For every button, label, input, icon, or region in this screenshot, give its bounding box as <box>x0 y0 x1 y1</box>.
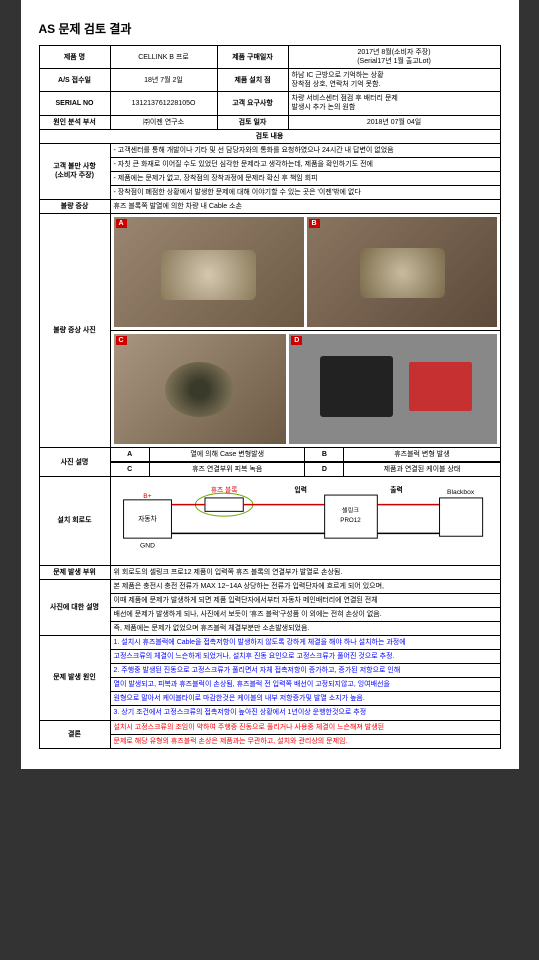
circuit-cell: B+ 자동차 GND 휴즈 블록 입력 셀링크 <box>110 477 500 565</box>
label-photo-desc: 사진 설명 <box>39 448 110 477</box>
cause-line: 2. 주행중 발생된 진동으로 고정스크류가 풀리면서 자체 접촉저항이 증가하… <box>110 664 500 678</box>
label-product: 제품 명 <box>39 46 110 69</box>
cause-line: 열이 발생되고, 피복과 휴즈블럭이 손상됨, 휴즈블럭 전 입력쪽 배선이 고… <box>110 678 500 692</box>
complaint-line: - 장착점이 폐점한 상황에서 발생한 문제에 대해 이야기할 수 있는 곳은 … <box>110 186 500 200</box>
photo-row-2: C D <box>110 331 500 448</box>
explain-line: 즉, 제품에는 문제가 없었으며 휴즈블럭 체결부분만 소손발생되었음. <box>110 621 500 635</box>
desc-b-text: 휴즈블럭 변형 발생 <box>344 448 500 462</box>
node-cellink-1: 셀링크 <box>341 507 358 515</box>
photo-row-1: A B <box>110 214 500 331</box>
conclusion-line: 문제로 해당 유형의 휴즈블럭 손상은 제품과는 무관하고, 설치와 관리상의 … <box>110 734 500 748</box>
complaint-line: - 제품에는 문제가 없고, 장착점의 장착과정에 문제라 확신 후 책임 회피 <box>110 171 500 185</box>
cause-line: 원형으로 말아서 케이블타이로 마감한것은 케이블의 내부 저항증가및 발열 소… <box>110 692 500 706</box>
document-page: AS 문제 검토 결과 제품 명 CELLINK B 프로 제품 구매일자 20… <box>21 0 519 769</box>
label-review-date: 검토 일자 <box>217 115 288 129</box>
photo-c: C <box>114 334 287 444</box>
node-blackbox: Blackbox <box>447 490 475 497</box>
value-install: 하남 IC 근방으로 기억하는 상황 장착점 상호, 연락처 기억 못함. <box>288 69 500 92</box>
cause-line: 1. 설치시 휴즈블럭에 Cable을 접촉저항이 발생하지 않도록 강하게 체… <box>110 635 500 649</box>
complaint-line: - 고객센터를 통해 개발이나 기타 및 선 담당자와의 통화를 요청하였으나 … <box>110 143 500 157</box>
page-title: AS 문제 검토 결과 <box>39 20 501 37</box>
cause-line: 고정스크류의 체결이 느슨하게 되었거나, 설치후 진동 요인으로 고정스크류가… <box>110 650 500 664</box>
desc-c-text: 휴즈 연결부위 피복 녹음 <box>149 463 305 476</box>
problem-area-text: 위 회로도의 셀링크 프로12 제품이 입력쪽 휴즈 블록의 연결부가 발열로 … <box>110 565 500 579</box>
desc-a-text: 열에 의해 Case 변형발생 <box>149 448 305 462</box>
desc-a: A <box>111 448 150 462</box>
value-as-date: 18년 7월 2일 <box>110 69 217 92</box>
photo-desc-row: C 휴즈 연결부위 피복 녹음 D 제품과 연결된 케이블 상태 <box>110 463 500 477</box>
main-table: 제품 명 CELLINK B 프로 제품 구매일자 2017년 8월(소비자 주… <box>39 45 501 749</box>
label-symptom: 불량 증상 <box>39 200 110 214</box>
value-product: CELLINK B 프로 <box>110 46 217 69</box>
label-buy-date: 제품 구매일자 <box>217 46 288 69</box>
node-bplus: B+ <box>143 493 151 500</box>
value-serial: 131213761228105O <box>110 92 217 115</box>
label-install: 제품 설치 점 <box>217 69 288 92</box>
conclusion-line: 설치시 고정스크류의 조임이 약하여 주행중 진동으로 풀리거나 사용중 체결이… <box>110 720 500 734</box>
label-complaint: 고객 불만 사항 (소비자 주장) <box>39 143 110 199</box>
label-photo-explain: 사진에 대한 설명 <box>39 579 110 635</box>
explain-line: 배선에 문제가 발생하게 되나, 사진에서 보듯이 '휴즈 블럭'구성품 이 외… <box>110 607 500 621</box>
circuit-diagram: B+ 자동차 GND 휴즈 블록 입력 셀링크 <box>114 479 497 559</box>
label-cause: 문제 발생 원인 <box>39 635 110 720</box>
photo-a: A <box>114 217 304 327</box>
label-serial: SERIAL NO <box>39 92 110 115</box>
cause-line: 3. 상기 조건에서 고정스크류의 접촉저항이 높아진 상황에서 1년이상 운행… <box>110 706 500 720</box>
complaint-line: - 자칫 큰 화재로 이어질 수도 있었던 심각한 문제라고 생각하는데, 제품… <box>110 157 500 171</box>
node-gnd: GND <box>140 543 155 550</box>
photo-label-c: C <box>116 336 127 345</box>
label-problem-area: 문제 발생 부위 <box>39 565 110 579</box>
label-photos: 불량 증상 사진 <box>39 214 110 448</box>
value-request: 차량 서비스센터 점검 후 배터리 문제 발생시 추가 논의 원함 <box>288 92 500 115</box>
explain-line: 본 제품은 충전시 충전 전류가 MAX 12~14A 상당하는 전류가 입력단… <box>110 579 500 593</box>
photo-b: B <box>307 217 497 327</box>
desc-d-text: 제품과 연결된 케이블 상태 <box>344 463 500 476</box>
label-as-date: A/S 접수일 <box>39 69 110 92</box>
label-request: 고객 요구사항 <box>217 92 288 115</box>
photo-label-a: A <box>116 219 127 228</box>
label-circuit: 설치 회로도 <box>39 477 110 565</box>
explain-line: 이때 제품에 문제가 발생하게 되면 제품 입력단자에서부터 자동차 메인배터리… <box>110 593 500 607</box>
desc-b: B <box>305 448 344 462</box>
value-dept: ㈜이젠 연구소 <box>110 115 217 129</box>
node-output: 출력 <box>390 486 402 495</box>
node-input: 입력 <box>294 486 306 495</box>
label-dept: 원인 분석 부서 <box>39 115 110 129</box>
review-header: 검토 내용 <box>39 129 500 143</box>
node-car: 자동차 <box>138 514 156 523</box>
value-buy-date: 2017년 8월(소비자 주장) (Serial17년 1월 출고Lot) <box>288 46 500 69</box>
node-cellink-2: PRO12 <box>340 517 361 524</box>
photo-label-d: D <box>291 336 302 345</box>
node-fuse: 휴즈 블록 <box>210 486 236 495</box>
photo-label-b: B <box>309 219 320 228</box>
label-conclusion: 결론 <box>39 720 110 748</box>
desc-c: C <box>111 463 150 476</box>
symptom-text: 휴즈 블록쪽 발열에 의한 차량 내 Cable 소손 <box>110 200 500 214</box>
value-review-date: 2018년 07월 04일 <box>288 115 500 129</box>
photo-desc-row: A 열에 의해 Case 변형발생 B 휴즈블럭 변형 발생 <box>110 448 500 463</box>
photo-d: D <box>289 334 496 444</box>
desc-d: D <box>305 463 344 476</box>
